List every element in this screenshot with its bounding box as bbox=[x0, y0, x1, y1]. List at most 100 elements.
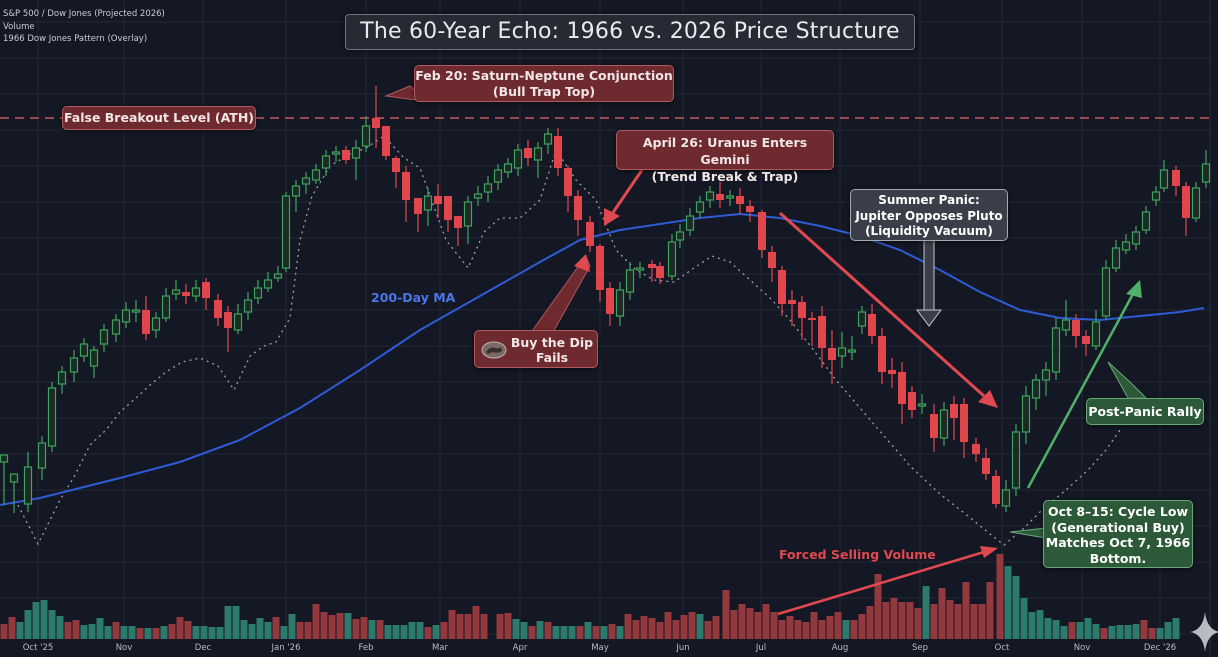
candle-body-up bbox=[837, 347, 847, 357]
volume-bar bbox=[1020, 598, 1028, 639]
candle-body-down bbox=[214, 300, 222, 318]
legend-main-series[interactable]: S&P 500 / Dow Jones (Projected 2026) bbox=[3, 9, 165, 19]
candle-body-up bbox=[99, 329, 109, 345]
volume-bar bbox=[424, 627, 432, 639]
legend-overlay[interactable]: 1966 Dow Jones Pattern (Overlay) bbox=[3, 34, 148, 44]
volume-bar bbox=[770, 612, 778, 639]
candle-body-down bbox=[898, 372, 906, 404]
candle-body-up bbox=[667, 241, 677, 277]
volume-bar bbox=[32, 602, 40, 639]
volume-bar bbox=[416, 622, 424, 639]
volume-bar bbox=[496, 614, 504, 639]
candle-body-up bbox=[1061, 319, 1071, 331]
volume-bar bbox=[640, 616, 648, 639]
candle-body-down bbox=[454, 216, 462, 228]
candle-body-up bbox=[1031, 379, 1041, 399]
volume-bar bbox=[1108, 626, 1116, 639]
volume-bar bbox=[592, 626, 600, 639]
volume-bar bbox=[336, 613, 344, 639]
buy-dip-arrow-head bbox=[574, 254, 590, 272]
candle-body-down bbox=[746, 206, 754, 212]
volume-bar bbox=[192, 626, 200, 639]
volume-bar bbox=[528, 626, 536, 639]
candle-body-down bbox=[1082, 336, 1090, 344]
volume-bar bbox=[504, 613, 512, 639]
volume-bar bbox=[576, 626, 584, 639]
volume-bar bbox=[850, 620, 858, 639]
volume-bar bbox=[248, 624, 256, 639]
volume-bar bbox=[722, 590, 730, 639]
bear-icon bbox=[481, 341, 507, 359]
forced-selling-arrow-head bbox=[980, 546, 998, 558]
legend-volume[interactable]: Volume bbox=[3, 21, 35, 32]
candle-body-up bbox=[111, 319, 121, 335]
volume-bar bbox=[664, 612, 672, 639]
overlay-1966-line bbox=[17, 135, 1121, 546]
candle-body-down bbox=[434, 196, 442, 204]
candle-body-up bbox=[23, 466, 33, 505]
rally-arrow-head bbox=[1126, 280, 1142, 298]
volume-bar bbox=[826, 616, 834, 639]
cycle-low-line2: (Generational Buy) bbox=[1051, 519, 1185, 535]
volume-bar bbox=[874, 574, 882, 639]
rally-text: Post-Panic Rally bbox=[1088, 404, 1202, 419]
x-tick-label: Jul bbox=[755, 643, 767, 653]
volume-bar bbox=[184, 621, 192, 639]
volume-bar bbox=[794, 620, 802, 639]
buy-dip-line2: Fails bbox=[535, 350, 569, 365]
candle-body-down bbox=[930, 414, 938, 438]
buy-dip-line1: Buy the Dip bbox=[510, 335, 594, 350]
candle-body-up bbox=[281, 195, 291, 269]
volume-bar bbox=[914, 608, 922, 639]
x-tick-label: Nov bbox=[115, 643, 133, 653]
candle-body-down bbox=[992, 476, 1000, 504]
volume-bar bbox=[384, 625, 392, 639]
candle-body-up bbox=[79, 343, 89, 357]
candle-body-up bbox=[423, 195, 433, 211]
volume-bar bbox=[48, 610, 56, 639]
volume-bar bbox=[746, 608, 754, 639]
volume-bar bbox=[1012, 576, 1020, 639]
volume-bar bbox=[672, 620, 680, 639]
candle-body-up bbox=[1001, 489, 1011, 507]
candle-body-up bbox=[503, 163, 513, 173]
volume-bar bbox=[1116, 625, 1124, 639]
x-tick-label: Sep bbox=[911, 643, 929, 653]
volume-bar bbox=[624, 614, 632, 639]
volume-bar bbox=[64, 622, 72, 639]
candle-body-up bbox=[543, 133, 553, 145]
candle-body-up bbox=[253, 287, 263, 299]
cycle-low-callout: Oct 8–15: Cycle Low (Generational Buy) M… bbox=[1043, 500, 1193, 568]
volume-bar bbox=[712, 616, 720, 639]
volume-bar bbox=[1148, 628, 1156, 639]
volume-bar bbox=[536, 621, 544, 639]
candle-body-up bbox=[243, 299, 253, 313]
x-tick-label: Dec '26 bbox=[1143, 643, 1177, 653]
volume-bar bbox=[432, 625, 440, 639]
volume-bar bbox=[632, 620, 640, 639]
volume-bar bbox=[818, 620, 826, 639]
candle-body-down bbox=[402, 172, 410, 200]
volume-bar bbox=[152, 628, 160, 639]
volume-bar bbox=[938, 588, 946, 639]
forced-selling-label: Forced Selling Volume bbox=[779, 547, 936, 562]
candle-body-down bbox=[574, 196, 582, 220]
candle-body-up bbox=[301, 177, 311, 185]
candle-body-up bbox=[685, 215, 695, 231]
volume-bar bbox=[1004, 566, 1012, 639]
volume-bar bbox=[1164, 622, 1172, 639]
volume-bar bbox=[738, 604, 746, 639]
volume-bar bbox=[96, 618, 104, 639]
candle-body-up bbox=[513, 149, 523, 169]
volume-bar bbox=[280, 626, 288, 639]
candle-body-down bbox=[778, 270, 786, 304]
candle-body-down bbox=[828, 348, 836, 360]
volume-bar bbox=[978, 604, 986, 639]
volume-bar bbox=[568, 626, 576, 639]
candle-body-down bbox=[596, 246, 604, 290]
x-axis[interactable]: Oct '25 Nov Dec Jan '26 Feb Mar Apr May Jun Jul Au… bbox=[0, 641, 1218, 657]
candle-body-up bbox=[725, 195, 735, 199]
volume-bar bbox=[1140, 620, 1148, 639]
summer-line3: (Liquidity Vacuum) bbox=[865, 224, 993, 238]
